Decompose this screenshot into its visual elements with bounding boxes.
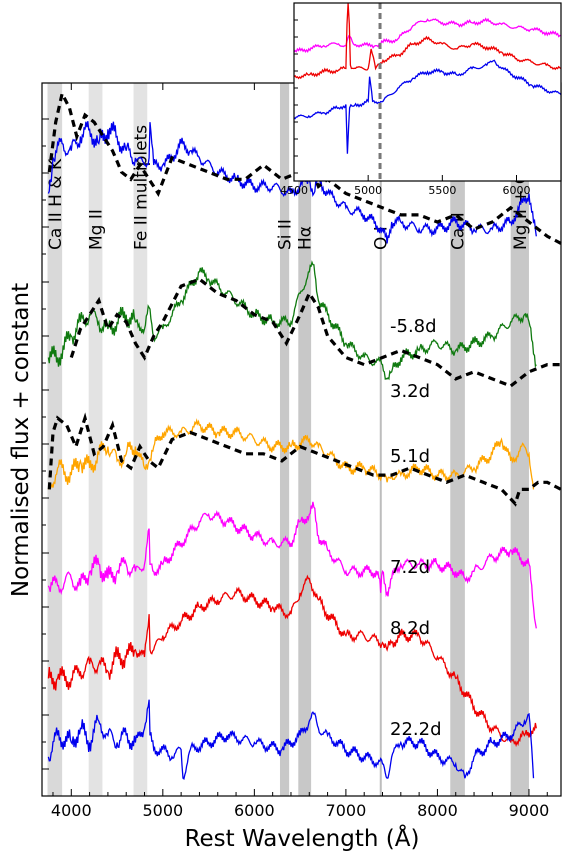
- band-label: Mg II: [87, 209, 107, 250]
- y-axis-ticks: [42, 118, 49, 797]
- band-5: [379, 83, 382, 796]
- x-tick-label: 4000: [51, 801, 92, 820]
- band-label: Hα: [296, 226, 316, 250]
- y-axis-title: Normalised flux + constant: [8, 283, 34, 597]
- band-label: Fe II multiplets: [131, 125, 151, 250]
- x-tick-label: 6000: [234, 801, 275, 820]
- x-axis-title: Rest Wavelength (Å): [185, 824, 420, 852]
- x-tick-label: 9000: [509, 801, 550, 820]
- epoch-label: 3.2d: [390, 381, 430, 402]
- band-label: Mg II + O I: [511, 160, 531, 250]
- band-0: [47, 83, 63, 796]
- inset-x-tick-label: 5000: [354, 184, 382, 197]
- band-2: [133, 83, 148, 796]
- band-label: O I: [372, 226, 392, 250]
- inset-x-tick-label: 5500: [428, 184, 456, 197]
- inset-spectra: [293, 2, 562, 181]
- series-line: [69, 277, 561, 388]
- inset-x-tick-label: 4500: [280, 184, 308, 197]
- epoch-label: -5.8d: [390, 316, 437, 337]
- inset-series-line: [293, 2, 562, 80]
- band-6: [450, 83, 465, 796]
- x-tick-label: 7000: [326, 801, 367, 820]
- epoch-label: 8.2d: [390, 618, 430, 639]
- series-line: [47, 699, 535, 781]
- inset-x-ticks: 4500 5000 5500 6000: [280, 19, 531, 197]
- band-label: Si II: [276, 219, 296, 250]
- series-line: [47, 260, 537, 381]
- series-line: [47, 412, 562, 507]
- inset-background: [294, 3, 561, 181]
- inset-series-line: [293, 59, 562, 154]
- band-1: [88, 83, 103, 796]
- series-line: [47, 418, 535, 490]
- x-tick-label: 8000: [417, 801, 458, 820]
- epoch-label: 7.2d: [390, 557, 430, 578]
- band-label: Ca II: [449, 212, 469, 250]
- x-tick-label: 5000: [142, 801, 183, 820]
- band-3: [279, 83, 290, 796]
- series-line: [47, 574, 537, 748]
- epoch-labels: -5.8d 3.2d 5.1d 7.2d 8.2d 22.2d: [390, 316, 442, 740]
- band-7: [510, 83, 529, 796]
- epoch-label: 22.2d: [390, 719, 442, 740]
- inset-x-tick-label: 6000: [503, 184, 531, 197]
- series-line: [47, 121, 537, 244]
- epoch-label: 5.1d: [390, 446, 430, 467]
- inset-series-line: [293, 17, 562, 53]
- series-line: [47, 501, 537, 629]
- inset-frame: [293, 2, 562, 182]
